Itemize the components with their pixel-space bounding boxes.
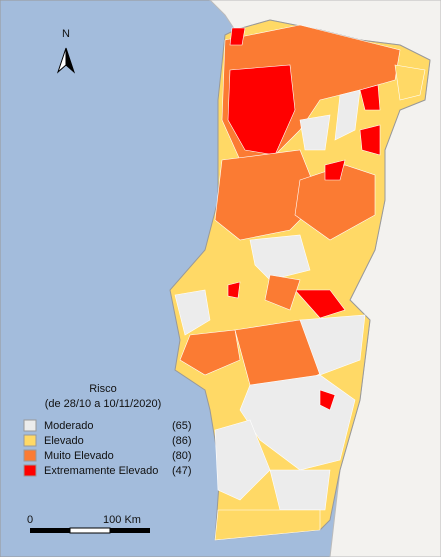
north-label: N [62, 28, 70, 40]
legend-count: (47) [172, 465, 192, 477]
legend-swatch [23, 434, 37, 447]
legend-label: Moderado [44, 420, 94, 432]
legend-swatch [23, 419, 37, 432]
legend-swatch [23, 464, 37, 477]
legend: Moderado (65) Elevado (86) Muito Elevado (80)… [23, 419, 192, 477]
legend-swatch [23, 449, 37, 462]
legend-title: Risco [89, 383, 117, 395]
scale-end: 100 Km [103, 514, 141, 526]
legend-label: Elevado [44, 435, 84, 447]
legend-subtitle: (de 28/10 a 10/11/2020) [45, 398, 162, 410]
legend-label: Muito Elevado [44, 450, 114, 462]
legend-count: (65) [172, 420, 192, 432]
regions [174, 24, 426, 541]
legend-count: (80) [172, 450, 192, 462]
legend-label: Extremamente Elevado [44, 465, 158, 477]
north-arrow: N [56, 28, 76, 74]
scale-bar: 0 100 Km [27, 514, 150, 534]
scale-start: 0 [27, 514, 33, 526]
legend-count: (86) [172, 435, 192, 447]
